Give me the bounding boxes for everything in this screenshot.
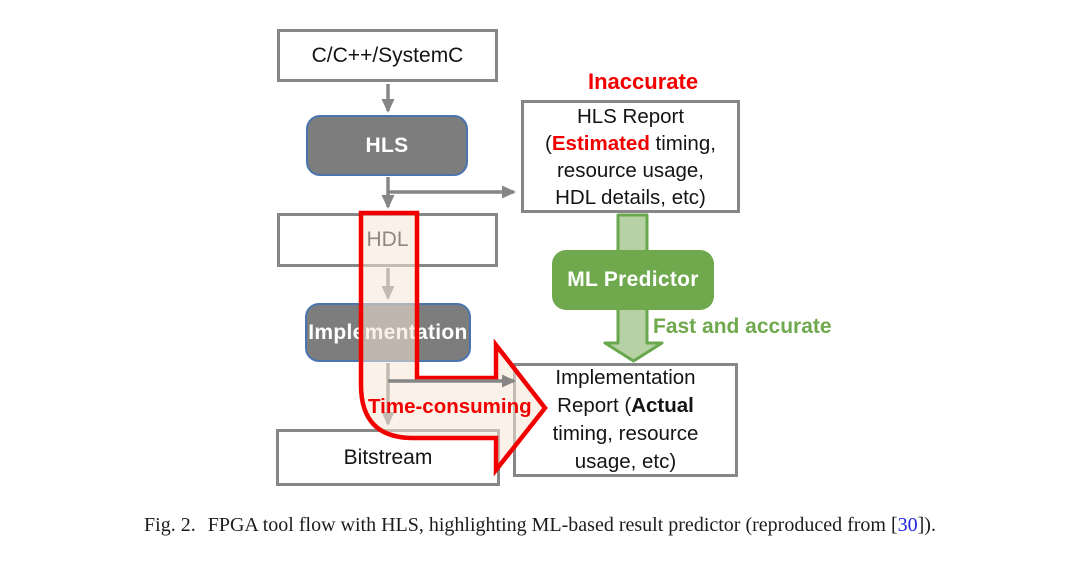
box-bitstream-label: Bitstream bbox=[343, 445, 433, 469]
hls-report-line2: (Estimated timing, bbox=[545, 131, 716, 155]
figure-number: Fig. 2. bbox=[144, 514, 196, 536]
fast-and-accurate-label: Fast and accurate bbox=[653, 315, 832, 338]
hls-report-line3: resource usage, bbox=[556, 158, 704, 182]
citation-link[interactable]: 30 bbox=[897, 514, 918, 536]
box-bitstream: Bitstream bbox=[276, 429, 500, 486]
figure-caption: Fig. 2. FPGA tool flow with HLS, highligh… bbox=[0, 514, 1080, 537]
box-source-label: C/C++/SystemC bbox=[311, 43, 464, 67]
box-ml-predictor-label: ML Predictor bbox=[567, 268, 699, 291]
impl-report-line3: timing, resource bbox=[552, 422, 699, 445]
inaccurate-label: Inaccurate bbox=[588, 69, 699, 94]
caption-text: FPGA tool flow with HLS, highlighting ML… bbox=[207, 514, 898, 536]
box-ml-predictor: ML Predictor bbox=[552, 250, 714, 310]
impl-report-line2: Report (Actual bbox=[557, 394, 694, 417]
hls-report-line1: HLS Report bbox=[576, 104, 685, 128]
box-hls: HLS bbox=[306, 115, 468, 176]
impl-report-actual-highlight: Actual bbox=[631, 394, 694, 417]
impl-report-line4: usage, etc) bbox=[574, 450, 677, 473]
box-implementation-label: Implementation bbox=[308, 320, 468, 344]
box-source: C/C++/SystemC bbox=[277, 29, 498, 82]
box-hls-label: HLS bbox=[365, 133, 409, 157]
box-implementation-report: Implementation Report (Actual timing, re… bbox=[513, 363, 738, 477]
box-hls-report: HLS Report (Estimated timing, resource u… bbox=[521, 100, 740, 213]
impl-report-line1: Implementation bbox=[555, 366, 696, 389]
caption-suffix: ]). bbox=[917, 514, 936, 536]
hls-report-line4: HDL details, etc) bbox=[555, 185, 706, 209]
box-hdl: HDL bbox=[277, 213, 498, 267]
box-implementation: Implementation bbox=[305, 303, 471, 362]
box-hdl-label: HDL bbox=[366, 228, 409, 251]
time-consuming-label: Time-consuming bbox=[368, 395, 532, 418]
hls-report-estimated-highlight: Estimated bbox=[551, 131, 650, 155]
